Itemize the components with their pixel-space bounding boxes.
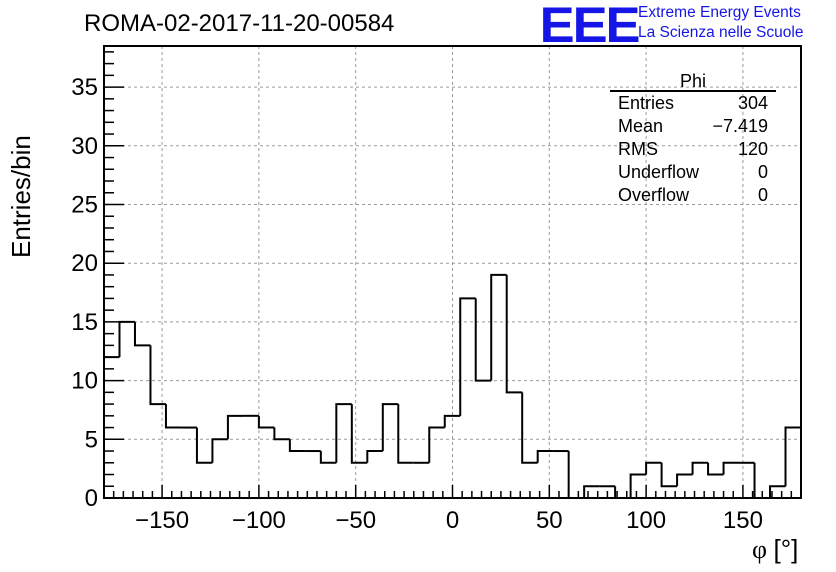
y-tick-label: 30: [71, 133, 98, 160]
histogram-bin: [428, 426, 445, 463]
x-tick-label: −50: [335, 507, 376, 534]
y-tick-label: 10: [71, 368, 98, 395]
x-axis-symbol: φ: [752, 535, 768, 564]
histogram-bin: [536, 450, 554, 463]
stats-value: 120: [737, 139, 768, 159]
histogram-bin: [722, 461, 740, 475]
histogram-bin: [784, 426, 801, 487]
y-tick-label: 20: [71, 250, 98, 277]
tick-labels: −150 −100 −50 0 50 100 150 0 5 10 15 20 25 30 35: [71, 74, 763, 534]
histogram-bin: [567, 451, 585, 499]
y-tick-label: 15: [71, 309, 98, 336]
histogram-bin: [474, 298, 492, 382]
histogram-bin: [335, 403, 352, 463]
histogram-bin: [350, 404, 368, 464]
y-tick-label: 25: [71, 191, 98, 218]
histogram-bin: [505, 274, 523, 394]
x-axis-unit: [°]: [773, 534, 799, 564]
logo-line-1: Extreme Energy Events: [638, 4, 801, 21]
histogram-bin: [288, 439, 306, 453]
stats-value: 0: [757, 185, 768, 205]
histogram-bin: [133, 321, 151, 347]
y-tick-label: 5: [85, 426, 98, 453]
x-tick-label: 0: [446, 507, 459, 534]
stats-label: Entries: [618, 93, 675, 113]
histogram-bin: [443, 414, 461, 428]
histogram-bin: [366, 450, 383, 463]
x-tick-label: −100: [232, 507, 286, 534]
stats-value: −7.419: [712, 116, 768, 136]
stats-row-underflow: Underflow 0: [610, 161, 776, 184]
x-tick-label: 100: [626, 507, 666, 534]
eee-logo: EEE: [539, 0, 641, 53]
y-axis-label: Entries/bin: [6, 135, 36, 258]
histogram-bin: [319, 451, 337, 464]
stats-value: 304: [737, 93, 768, 113]
stats-label: Underflow: [618, 162, 700, 182]
histogram-bin: [226, 414, 244, 440]
histogram-bin: [381, 403, 399, 452]
plot-title: ROMA-02-2017-11-20-00584: [84, 10, 395, 37]
y-tick-label: 35: [71, 74, 98, 101]
stats-name: Phi: [610, 68, 776, 92]
histogram-bin: [257, 415, 275, 429]
histogram-bin: [521, 392, 538, 464]
axis-ticks: [104, 51, 793, 499]
histogram-bin: [273, 427, 290, 441]
stats-label: RMS: [618, 139, 658, 159]
x-axis-label: φ [°]: [752, 534, 798, 565]
histogram-bin: [211, 438, 228, 463]
histogram-bin: [195, 427, 213, 464]
stats-value: 0: [757, 162, 768, 182]
stats-row-entries: Entries 304: [610, 92, 776, 115]
grid-lines: [104, 46, 801, 498]
histogram-bin: [164, 404, 182, 429]
histogram-bin: [645, 461, 662, 475]
histogram-bin: [583, 485, 600, 498]
x-tick-label: 150: [723, 507, 763, 534]
x-tick-label: −150: [135, 507, 189, 534]
histogram-bin: [676, 473, 693, 487]
histogram-bin: [397, 404, 414, 464]
histogram-bin: [149, 345, 166, 406]
histogram-bin: [707, 462, 724, 476]
stats-label: Overflow: [618, 185, 690, 205]
logo-line-2: La Scienza nelle Scuole: [638, 24, 804, 41]
stats-row-rms: RMS 120: [610, 138, 776, 161]
stats-row-overflow: Overflow 0: [610, 184, 776, 207]
histogram-bin: [691, 461, 709, 475]
y-tick-label: 0: [85, 485, 98, 512]
histogram-bin: [660, 462, 678, 488]
stats-row-mean: Mean −7.419: [610, 115, 776, 138]
histogram-bin: [769, 485, 786, 498]
stats-box: Phi Entries 304 Mean −7.419 RMS 120 Unde…: [610, 68, 776, 207]
x-tick-label: 50: [536, 507, 563, 534]
histogram-bin: [490, 273, 507, 381]
histogram-bin: [118, 320, 135, 358]
histogram-bin: [629, 473, 647, 498]
histogram-bin: [459, 297, 476, 416]
stats-label: Mean: [618, 116, 664, 136]
